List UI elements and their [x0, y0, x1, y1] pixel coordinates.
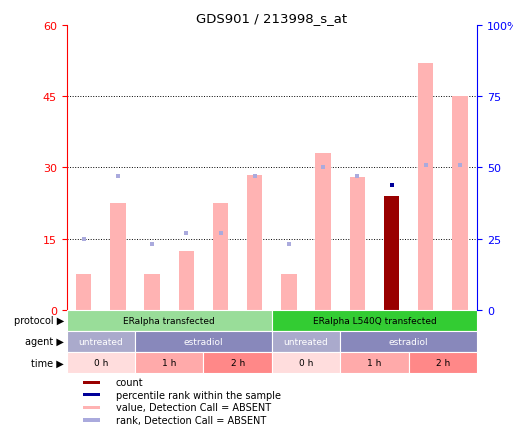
Bar [67, 310, 272, 331]
Text: 2 h: 2 h [230, 358, 245, 367]
Bar [135, 352, 204, 373]
Text: percentile rank within the sample: percentile rank within the sample [116, 390, 281, 400]
Bar [67, 352, 135, 373]
Bar [179, 251, 194, 310]
Text: ERalpha transfected: ERalpha transfected [124, 316, 215, 325]
Text: ERalpha L540Q transfected: ERalpha L540Q transfected [312, 316, 437, 325]
Bar [272, 331, 340, 352]
Text: count: count [116, 378, 144, 388]
Text: 1 h: 1 h [367, 358, 382, 367]
Bar [204, 352, 272, 373]
Bar [83, 406, 101, 409]
Bar [110, 204, 126, 310]
Bar [340, 331, 477, 352]
Bar [340, 352, 409, 373]
Bar [76, 275, 91, 310]
Text: 1 h: 1 h [162, 358, 176, 367]
Bar [281, 275, 297, 310]
Text: rank, Detection Call = ABSENT: rank, Detection Call = ABSENT [116, 415, 266, 425]
Bar [350, 178, 365, 310]
Text: protocol ▶: protocol ▶ [14, 316, 64, 326]
Bar [384, 197, 399, 310]
Bar [135, 331, 272, 352]
Bar [145, 275, 160, 310]
Bar [452, 97, 468, 310]
Text: 0 h: 0 h [94, 358, 108, 367]
Text: value, Detection Call = ABSENT: value, Detection Call = ABSENT [116, 403, 271, 412]
Text: 0 h: 0 h [299, 358, 313, 367]
Text: 2 h: 2 h [436, 358, 450, 367]
Text: time ▶: time ▶ [31, 358, 64, 368]
Bar [213, 204, 228, 310]
Title: GDS901 / 213998_s_at: GDS901 / 213998_s_at [196, 12, 347, 25]
Bar [83, 393, 101, 397]
Bar [272, 310, 477, 331]
Bar [67, 331, 135, 352]
Bar [83, 381, 101, 384]
Bar [272, 352, 340, 373]
Text: agent ▶: agent ▶ [25, 337, 64, 347]
Bar [247, 175, 263, 310]
Bar [409, 352, 477, 373]
Bar [418, 64, 433, 310]
Bar [315, 154, 331, 310]
Text: estradiol: estradiol [184, 337, 223, 346]
Bar [83, 418, 101, 422]
Text: untreated: untreated [284, 337, 328, 346]
Text: estradiol: estradiol [389, 337, 428, 346]
Text: untreated: untreated [78, 337, 123, 346]
